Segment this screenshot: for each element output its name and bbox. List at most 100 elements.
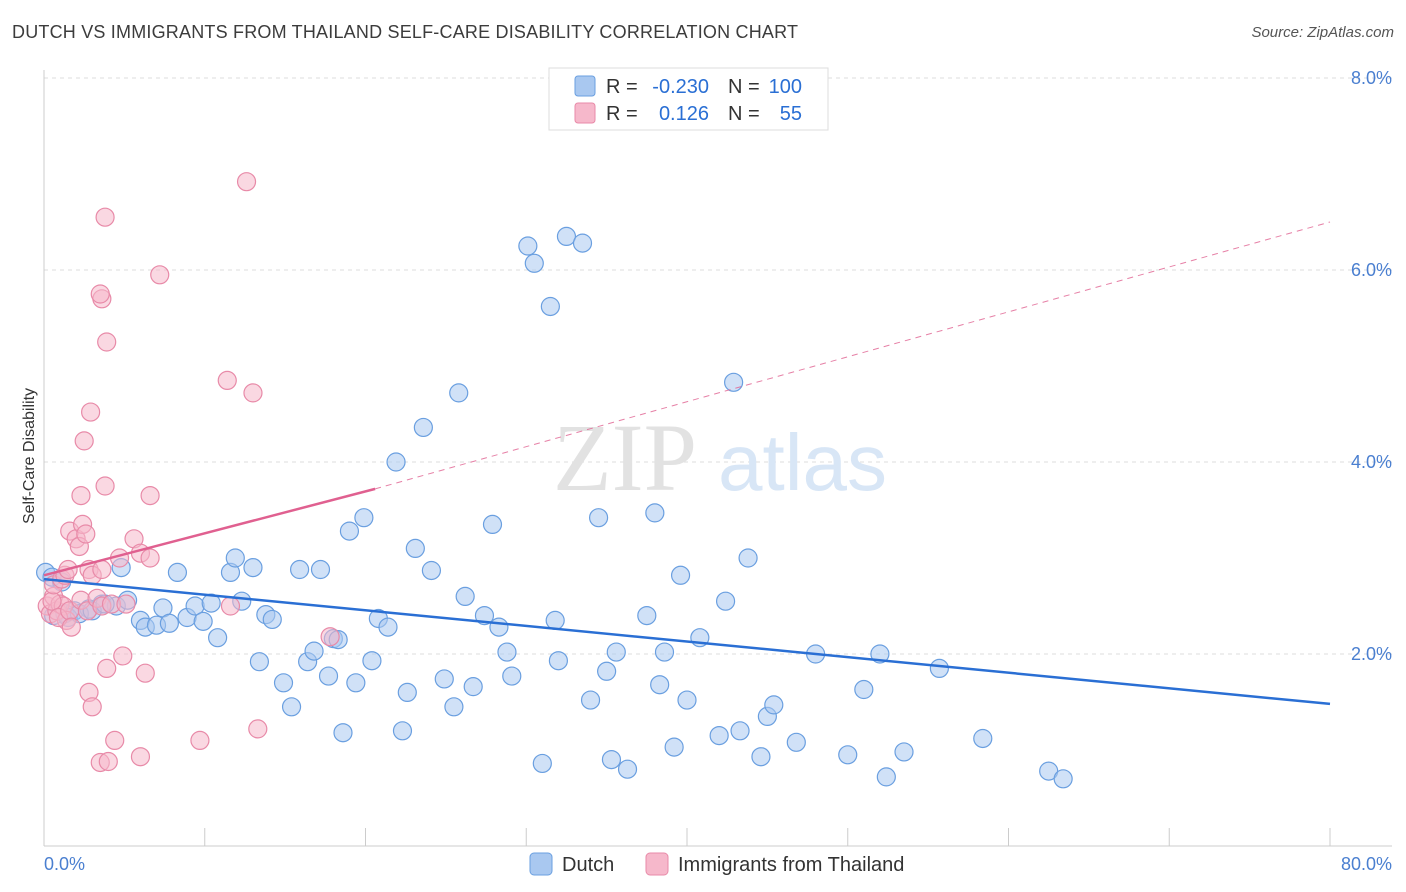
source-credit: Source: ZipAtlas.com [1251, 24, 1394, 41]
series-legend-swatch-thailand [645, 852, 669, 876]
dutch-point-52 [405, 538, 425, 559]
x-tick-label-max: 80.0% [1341, 854, 1392, 874]
dutch-point-81 [650, 675, 670, 695]
thailand-point-37 [71, 486, 91, 506]
gridlines [44, 77, 1392, 655]
dutch-point-64 [502, 666, 522, 686]
legend-swatch-dutch [574, 75, 596, 97]
thailand-point-39 [81, 402, 101, 422]
dutch-point-65 [518, 236, 538, 256]
dutch-point-39 [318, 666, 339, 686]
legend-r-label-dutch: R = [606, 76, 638, 98]
dutch-point-103 [973, 728, 993, 749]
dutch-point-87 [709, 725, 729, 746]
dutch-point-32 [262, 609, 282, 630]
thailand-point-48 [320, 627, 340, 647]
dutch-point-85 [677, 690, 697, 710]
dutch-point-73 [580, 690, 601, 710]
thailand-point-52 [113, 646, 133, 666]
thailand-point-21 [61, 617, 81, 637]
dutch-point-82 [654, 642, 675, 662]
thailand-point-53 [135, 663, 155, 683]
chart-title: DUTCH VS IMMIGRANTS FROM THAILAND SELF-C… [12, 22, 799, 42]
series-legend: Dutch Immigrants from Thailand [529, 852, 904, 876]
y-tick-label-4: 4.0% [1351, 452, 1392, 472]
dutch-point-70 [548, 651, 569, 671]
thailand-point-38 [74, 431, 94, 451]
dutch-point-83 [664, 737, 684, 757]
axes [43, 70, 1392, 847]
trend-lines [43, 221, 1331, 706]
thailand-point-28 [92, 559, 112, 580]
y-tick-label-8: 8.0% [1351, 68, 1392, 88]
dutch-point-72 [572, 233, 593, 253]
dutch-point-63 [497, 642, 517, 662]
series-legend-swatch-dutch [529, 852, 553, 876]
thailand-point-7 [42, 591, 62, 611]
dutch-point-37 [304, 641, 324, 661]
thailand-point-42 [95, 207, 115, 227]
y-tick-labels: 2.0% 4.0% 6.0% 8.0% [1351, 68, 1392, 664]
dutch-point-20 [167, 562, 188, 583]
thailand-point-32 [140, 548, 160, 568]
dutch-point-53 [413, 417, 433, 438]
dutch-point-42 [333, 723, 353, 743]
stats-legend: R = -0.230 N = 100 R = 0.126 N = 55 [548, 67, 829, 131]
thailand-trend-line-extended [375, 221, 1331, 490]
dutch-point-49 [386, 452, 406, 472]
dutch-point-78 [617, 759, 638, 779]
thailand-points [37, 172, 340, 773]
dutch-point-80 [645, 503, 665, 523]
dutch-point-27 [225, 548, 245, 568]
dutch-point-44 [346, 673, 366, 693]
dutch-point-43 [339, 521, 360, 541]
thailand-point-50 [82, 697, 102, 717]
legend-r-value-thailand: 0.126 [659, 103, 709, 125]
dutch-point-88 [715, 591, 736, 611]
thailand-point-51 [97, 658, 117, 679]
watermark-atlas: atlas [718, 418, 887, 507]
x-ticks [204, 828, 1331, 846]
dutch-point-61 [482, 514, 503, 535]
dutch-point-54 [421, 560, 442, 581]
dutch-point-79 [637, 605, 657, 626]
series-legend-label-dutch: Dutch [562, 854, 614, 876]
dutch-point-30 [249, 652, 270, 672]
dutch-point-99 [870, 644, 890, 664]
dutch-point-92 [751, 747, 771, 767]
dutch-point-75 [597, 661, 617, 681]
watermark-zip: ZIP [553, 404, 697, 511]
dutch-point-60 [474, 605, 495, 626]
dutch-point-95 [786, 732, 806, 752]
series-legend-label-thailand: Immigrants from Thailand [678, 854, 904, 876]
dutch-point-67 [532, 753, 552, 774]
dutch-point-77 [606, 642, 626, 662]
thailand-point-34 [97, 332, 117, 352]
dutch-point-62 [489, 617, 509, 637]
dutch-point-105 [1053, 769, 1073, 789]
dutch-point-98 [854, 679, 874, 700]
dutch-point-94 [764, 695, 784, 715]
thailand-point-54 [105, 730, 125, 751]
dutch-point-68 [540, 296, 560, 317]
dutch-point-19 [159, 613, 179, 633]
dutch-point-71 [556, 226, 577, 246]
y-axis-title: Self-Care Disability [21, 388, 38, 524]
thailand-point-57 [98, 751, 118, 772]
thailand-point-47 [248, 719, 268, 739]
legend-n-label-dutch: N = [728, 76, 760, 98]
thailand-point-33 [95, 476, 115, 496]
thailand-trend-line [43, 487, 376, 577]
dutch-point-100 [876, 767, 896, 787]
y-tick-label-6: 6.0% [1351, 260, 1392, 280]
dutch-point-23 [193, 611, 213, 631]
y-tick-label-2: 2.0% [1351, 644, 1392, 664]
dutch-point-58 [455, 586, 475, 607]
thailand-point-43 [236, 172, 257, 192]
thailand-point-27 [116, 594, 136, 614]
dutch-point-91 [738, 548, 758, 568]
dutch-trend-line [43, 577, 1331, 706]
dutch-point-46 [362, 651, 382, 671]
thailand-point-17 [76, 524, 96, 544]
thailand-point-55 [130, 747, 151, 767]
